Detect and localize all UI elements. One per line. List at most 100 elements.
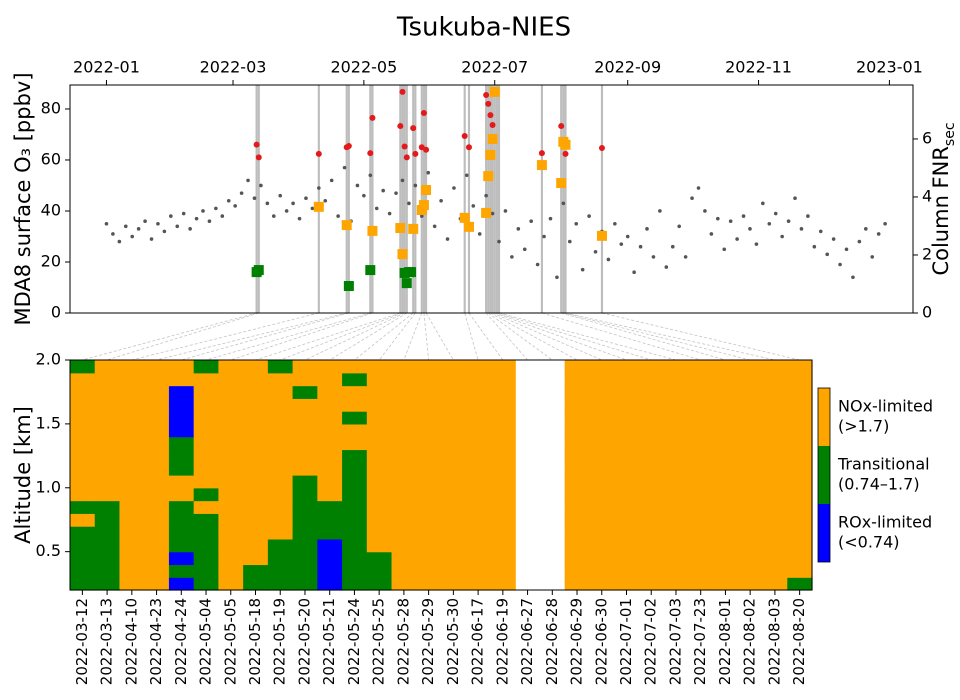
heatmap-cell [465, 526, 492, 540]
heatmap-cell [342, 398, 368, 412]
o3-point [503, 209, 508, 213]
heatmap-cell [342, 538, 368, 553]
o3-point [465, 173, 469, 178]
o3-point [136, 227, 141, 231]
heatmap-cell [119, 385, 145, 399]
heatmap-cell [737, 462, 764, 476]
heatmap-cell [441, 577, 467, 591]
o3-event-point [558, 123, 565, 130]
heatmap-cell [416, 487, 442, 502]
heatmap-cell [366, 564, 393, 578]
heatmap-cell [737, 564, 764, 578]
heatmap-cell [218, 577, 244, 591]
heatmap-cell [267, 475, 294, 489]
heatmap-cell [94, 385, 121, 399]
o3-point [516, 227, 521, 231]
heatmap-cell [218, 423, 244, 438]
o3-point [278, 193, 283, 198]
x-tick-label: 2022-08-03 [765, 598, 783, 685]
o3-point [677, 224, 681, 229]
heatmap-cell [168, 423, 195, 438]
heatmap-cell [441, 462, 467, 476]
heatmap-cell [638, 538, 665, 553]
o3-point [806, 214, 810, 218]
heatmap-cell [193, 500, 219, 514]
o3-point [265, 201, 270, 206]
heatmap-cell [292, 398, 318, 412]
heatmap-cell [441, 500, 467, 514]
heatmap-cell [94, 360, 121, 374]
heatmap-cell [688, 436, 714, 451]
heatmap-cell [762, 462, 788, 476]
heatmap-cell [391, 360, 417, 374]
heatmap-cell [737, 551, 764, 566]
fnr-marker [481, 207, 492, 218]
o3-point [529, 219, 533, 223]
heatmap-cell [292, 500, 318, 514]
fnr-marker [487, 133, 498, 144]
heatmap-cell [168, 513, 195, 527]
heatmap-cell [441, 385, 467, 399]
heatmap-cell [391, 551, 417, 566]
o3-point [535, 262, 540, 267]
event-connector [423, 312, 430, 361]
o3-point [716, 216, 720, 221]
x-tick-label: 2022-11 [725, 58, 792, 77]
heatmap-cell [713, 475, 739, 489]
heatmap-cell [787, 551, 813, 566]
heatmap-cell [366, 551, 393, 566]
heatmap-cell [465, 462, 492, 476]
heatmap-cell [713, 487, 739, 502]
event-connector [205, 312, 371, 361]
heatmap-cell [391, 385, 417, 399]
heatmap-cell [762, 577, 788, 591]
heatmap-cell [688, 564, 714, 578]
heatmap-cell [94, 500, 121, 514]
heatmap-cell [70, 487, 96, 502]
y2-tick-label: 4 [922, 186, 932, 205]
heatmap-cell [787, 526, 813, 540]
event-band [255, 85, 258, 313]
o3-point [374, 206, 379, 211]
heatmap-cell [292, 564, 318, 578]
fnr-marker [418, 200, 429, 211]
o3-point [786, 219, 791, 223]
heatmap-cell [168, 564, 195, 578]
heatmap-cell [119, 436, 145, 451]
heatmap-cell [564, 385, 590, 399]
event-band [540, 85, 543, 313]
heatmap-cell [317, 423, 343, 438]
heatmap-cell [416, 385, 442, 399]
heatmap-cell [70, 500, 96, 514]
o3-point [580, 267, 585, 272]
event-band [414, 85, 417, 313]
heatmap-cell [589, 577, 615, 591]
heatmap-cell [638, 372, 665, 387]
o3-point [104, 221, 109, 226]
event-connector [106, 312, 259, 361]
heatmap-cell [144, 449, 170, 463]
heatmap-cell [391, 423, 417, 438]
heatmap-cell [688, 462, 714, 476]
colorbar-label: ROx-limited [838, 513, 932, 532]
o3-point [812, 244, 817, 249]
heatmap-cell [366, 500, 393, 514]
heatmap-cell [218, 538, 244, 553]
heatmap-cell [787, 577, 813, 591]
heatmap-cell [688, 398, 714, 412]
heatmap-cell [441, 538, 467, 553]
heatmap-cell [762, 372, 788, 387]
event-band [345, 85, 348, 313]
fnr-marker [365, 265, 376, 276]
heatmap-cell [267, 411, 294, 425]
heatmap-cell [638, 423, 665, 438]
heatmap-cell [490, 577, 516, 591]
o3-point [291, 201, 295, 206]
o3-point [754, 242, 759, 246]
o3-point [522, 247, 527, 252]
heatmap-cell [713, 538, 739, 553]
heatmap-cell [317, 360, 343, 374]
o3-event-point [397, 123, 404, 130]
heatmap-cell [168, 372, 195, 387]
